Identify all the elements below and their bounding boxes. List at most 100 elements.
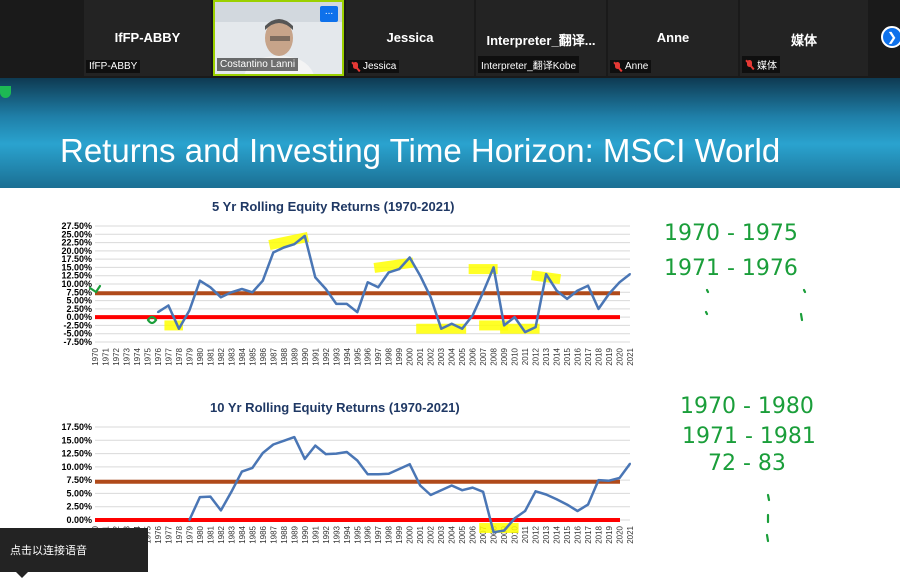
y-tick-label: 25.00% xyxy=(61,229,92,239)
connect-audio-tooltip[interactable]: 点击以连接语音 xyxy=(0,528,148,578)
x-tick-label: 1983 xyxy=(227,347,236,365)
highlighter-mark xyxy=(479,522,519,533)
participant-name-large: 媒体 xyxy=(790,33,817,48)
data-point xyxy=(461,327,464,330)
x-tick-label: 2021 xyxy=(626,347,635,365)
x-tick-label: 2009 xyxy=(500,347,509,365)
ink-note-bottom-1: 1971 - 1981 xyxy=(682,424,816,449)
data-point xyxy=(429,296,432,299)
data-point xyxy=(387,472,390,475)
y-tick-label: 2.50% xyxy=(66,304,92,314)
x-tick-label: 2007 xyxy=(479,347,488,365)
participant-tile-0[interactable]: IfFP-ABBY IfFP-ABBY xyxy=(84,0,211,76)
participant-tile-2[interactable]: Jessica Jessica xyxy=(346,0,474,76)
x-tick-label: 1998 xyxy=(385,525,394,543)
x-tick-label: 2004 xyxy=(448,347,457,365)
data-point xyxy=(566,503,569,506)
chevron-right-icon: ❯ xyxy=(886,30,898,44)
x-tick-label: 1998 xyxy=(385,347,394,365)
series-line xyxy=(157,234,631,334)
data-point xyxy=(597,479,600,482)
highlighter-mark xyxy=(500,323,540,334)
x-tick-label: 2021 xyxy=(626,525,635,543)
data-point xyxy=(167,304,170,307)
data-point xyxy=(408,256,411,259)
data-point xyxy=(324,453,327,456)
x-tick-label: 1994 xyxy=(343,347,352,365)
data-point xyxy=(450,322,453,325)
data-point xyxy=(566,297,569,300)
x-tick-label: 1983 xyxy=(227,525,236,543)
x-tick-label: 1981 xyxy=(206,347,215,365)
data-point xyxy=(240,470,243,473)
x-tick-label: 1990 xyxy=(301,525,310,543)
x-tick-label: 1985 xyxy=(248,525,257,543)
x-tick-label: 2005 xyxy=(458,347,467,365)
data-point xyxy=(503,324,506,327)
x-tick-label: 1996 xyxy=(364,347,373,365)
data-point xyxy=(597,307,600,310)
x-tick-label: 1979 xyxy=(185,347,194,365)
data-point xyxy=(198,496,201,499)
data-point xyxy=(618,477,621,480)
x-tick-label: 2016 xyxy=(574,525,583,543)
participant-tile-4[interactable]: Anne Anne xyxy=(608,0,738,76)
x-tick-label: 1994 xyxy=(343,525,352,543)
ink-dots xyxy=(765,493,771,543)
x-tick-label: 1995 xyxy=(353,347,362,365)
highlighter-mark xyxy=(268,231,310,250)
data-point xyxy=(471,486,474,489)
x-tick-label: 2010 xyxy=(511,525,520,543)
x-tick-label: 1972 xyxy=(112,347,121,365)
x-tick-label: 2013 xyxy=(542,525,551,543)
x-tick-label: 2018 xyxy=(595,525,604,543)
participant-label-text: 媒体 xyxy=(757,61,777,72)
participant-tile-5[interactable]: 媒体 媒体 xyxy=(740,0,868,76)
next-page-button[interactable]: ❯ xyxy=(881,26,900,48)
participant-label: Jessica xyxy=(348,60,400,73)
x-tick-label: 1991 xyxy=(311,347,320,365)
participant-tile-1[interactable]: ... Costantino Lanni xyxy=(213,0,344,76)
highlighter-mark xyxy=(164,320,183,331)
x-tick-label: 1993 xyxy=(332,525,341,543)
participant-name-large: IfFP-ABBY xyxy=(114,30,181,45)
y-tick-label: 5.00% xyxy=(66,296,92,306)
data-point xyxy=(198,279,201,282)
y-tick-label: 2.50% xyxy=(66,502,92,512)
x-tick-label: 2019 xyxy=(605,347,614,365)
data-point xyxy=(608,479,611,482)
data-point xyxy=(209,495,212,498)
x-tick-label: 1981 xyxy=(206,525,215,543)
x-tick-label: 2010 xyxy=(511,347,520,365)
x-tick-label: 2012 xyxy=(532,525,541,543)
data-point xyxy=(209,286,212,289)
chart-title-5yr: 5 Yr Rolling Equity Returns (1970-2021) xyxy=(212,199,455,214)
x-tick-label: 1979 xyxy=(185,525,194,543)
x-tick-label: 1974 xyxy=(133,347,142,365)
y-tick-label: 10.00% xyxy=(61,279,92,289)
x-tick-label: 2014 xyxy=(553,347,562,365)
x-tick-label: 1988 xyxy=(280,525,289,543)
x-tick-label: 2008 xyxy=(490,525,499,543)
data-point xyxy=(282,439,285,442)
ink-note-top-1: 1971 - 1976 xyxy=(664,256,798,281)
data-point xyxy=(303,234,306,237)
data-point xyxy=(587,503,590,506)
tile-menu-button[interactable]: ... xyxy=(320,6,338,22)
y-tick-label: 27.50% xyxy=(61,221,92,231)
x-tick-label: 1982 xyxy=(217,347,226,365)
y-tick-label: 22.50% xyxy=(61,238,92,248)
x-tick-label: 1982 xyxy=(217,525,226,543)
y-tick-label: 15.00% xyxy=(61,262,92,272)
x-tick-label: 1980 xyxy=(196,347,205,365)
participant-label: Interpreter_翻译Kobe xyxy=(478,56,580,73)
x-tick-label: 2008 xyxy=(490,347,499,365)
data-point xyxy=(398,467,401,470)
data-point xyxy=(293,436,296,439)
participant-tile-3[interactable]: Interpreter_翻译... Interpreter_翻译Kobe xyxy=(476,0,606,76)
x-tick-label: 1992 xyxy=(322,347,331,365)
data-point xyxy=(471,314,474,317)
ink-tick-mark xyxy=(88,284,102,294)
x-tick-label: 2000 xyxy=(406,347,415,365)
